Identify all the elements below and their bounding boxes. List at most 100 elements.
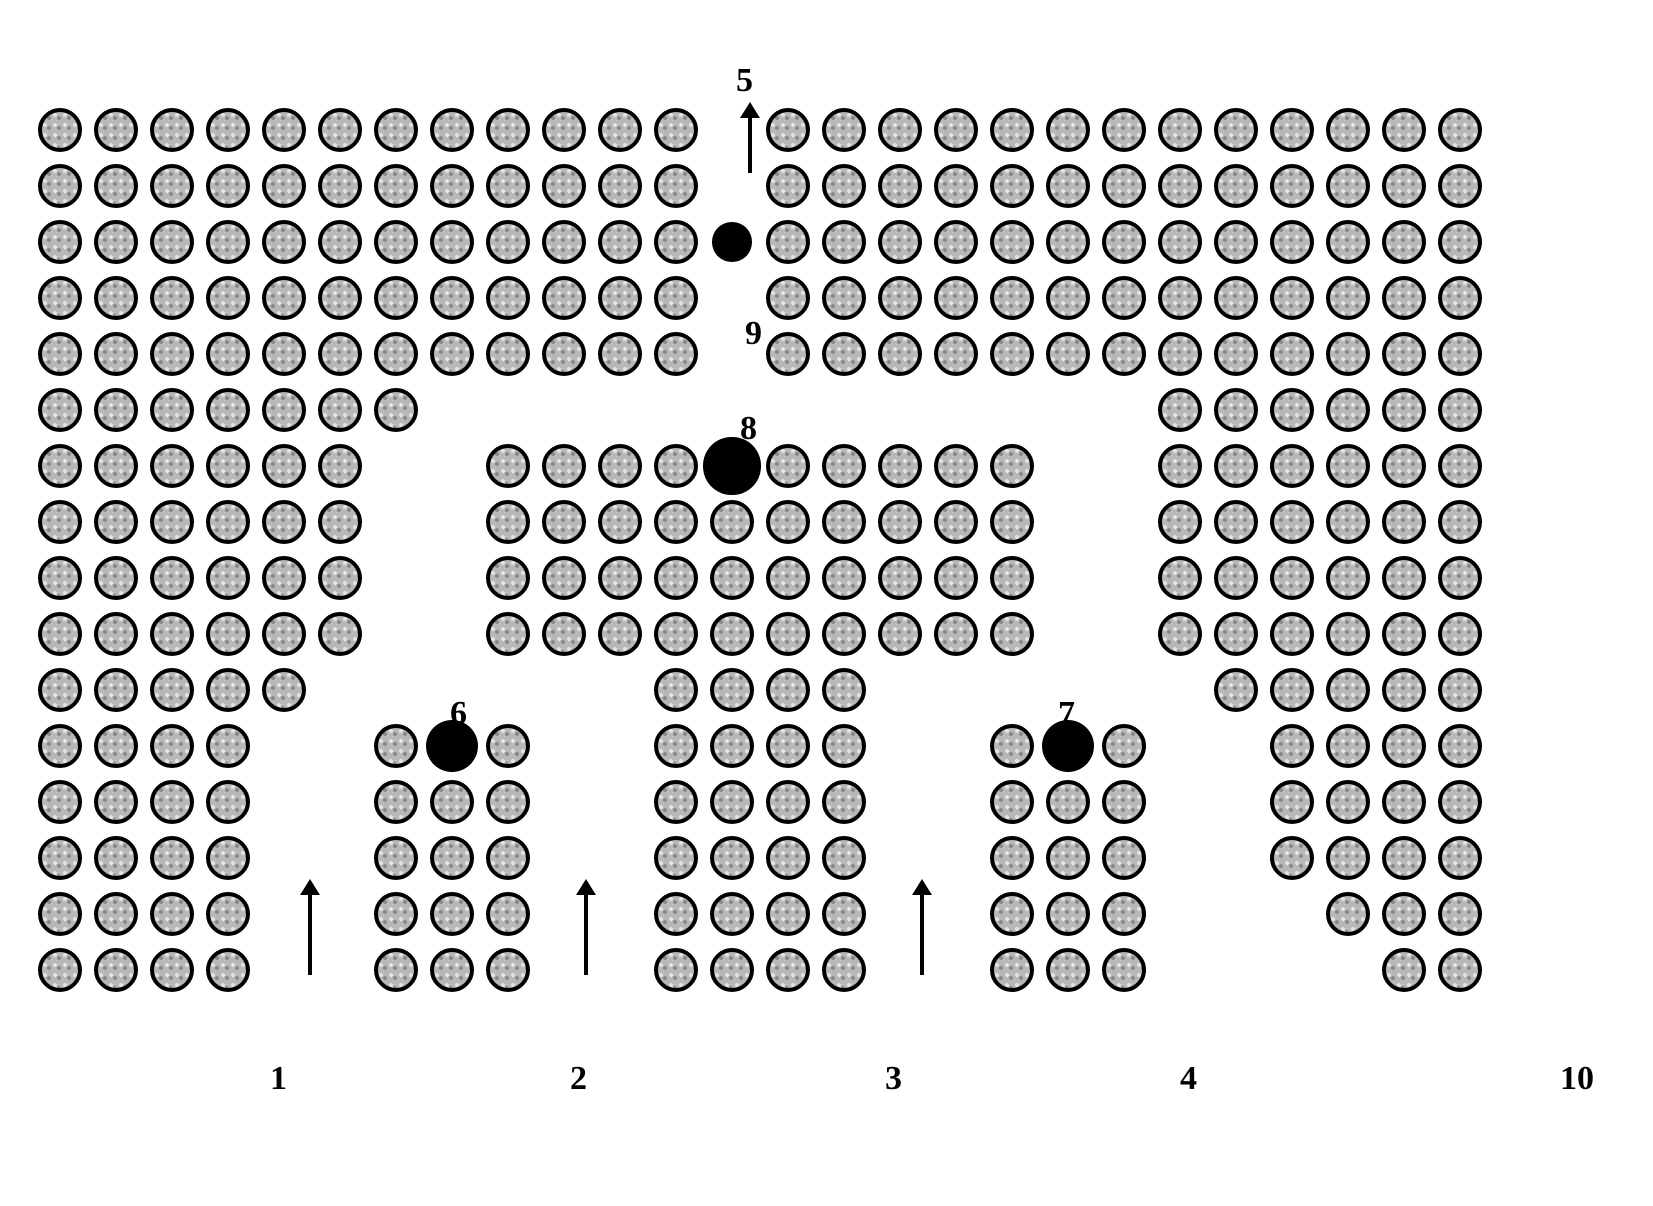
grid-dot — [206, 108, 250, 152]
grid-dot — [38, 220, 82, 264]
grid-dot — [1214, 500, 1258, 544]
grid-dot — [822, 612, 866, 656]
grid-dot — [710, 892, 754, 936]
grid-dot — [150, 780, 194, 824]
grid-dot — [1102, 220, 1146, 264]
grid-dot — [94, 164, 138, 208]
grid-dot — [486, 724, 530, 768]
grid-dot — [486, 612, 530, 656]
grid-dot — [542, 276, 586, 320]
grid-dot — [486, 780, 530, 824]
grid-dot — [150, 388, 194, 432]
grid-dot — [38, 164, 82, 208]
grid-dot — [206, 444, 250, 488]
grid-dot — [1158, 556, 1202, 600]
grid-dot — [654, 332, 698, 376]
grid-dot — [1102, 836, 1146, 880]
grid-dot — [878, 444, 922, 488]
grid-dot — [1102, 276, 1146, 320]
grid-dot — [1382, 836, 1426, 880]
grid-dot — [598, 444, 642, 488]
grid-dot — [94, 836, 138, 880]
grid-dot — [766, 724, 810, 768]
grid-dot — [710, 836, 754, 880]
label-4: 4 — [1180, 1060, 1197, 1098]
grid-dot — [486, 500, 530, 544]
arrow-head-1 — [740, 102, 760, 118]
grid-dot — [1438, 892, 1482, 936]
grid-dot — [654, 500, 698, 544]
grid-dot — [206, 836, 250, 880]
grid-dot — [318, 500, 362, 544]
grid-dot — [486, 164, 530, 208]
grid-dot — [1326, 276, 1370, 320]
grid-dot — [1326, 836, 1370, 880]
arrow-4 — [920, 895, 924, 975]
grid-dot — [822, 108, 866, 152]
grid-dot — [1214, 556, 1258, 600]
grid-dot — [1382, 668, 1426, 712]
grid-dot — [1046, 276, 1090, 320]
grid-dot — [1382, 780, 1426, 824]
grid-dot — [262, 668, 306, 712]
grid-dot — [318, 276, 362, 320]
grid-dot — [1046, 836, 1090, 880]
grid-dot — [262, 556, 306, 600]
grid-dot — [598, 332, 642, 376]
grid-dot — [486, 332, 530, 376]
grid-dot — [1214, 388, 1258, 432]
grid-dot — [822, 668, 866, 712]
grid-dot — [1438, 220, 1482, 264]
grid-dot — [878, 108, 922, 152]
grid-dot — [94, 276, 138, 320]
grid-dot — [990, 220, 1034, 264]
grid-dot — [598, 220, 642, 264]
grid-dot — [206, 612, 250, 656]
grid-dot — [654, 276, 698, 320]
grid-dot — [710, 780, 754, 824]
grid-dot — [934, 276, 978, 320]
grid-dot — [150, 948, 194, 992]
grid-dot — [766, 444, 810, 488]
grid-dot — [1326, 332, 1370, 376]
grid-dot — [1270, 780, 1314, 824]
grid-dot — [1326, 164, 1370, 208]
grid-dot — [878, 276, 922, 320]
grid-dot — [486, 220, 530, 264]
grid-dot — [1270, 388, 1314, 432]
grid-dot — [1382, 444, 1426, 488]
grid-dot — [262, 108, 306, 152]
grid-dot — [150, 332, 194, 376]
grid-dot — [150, 836, 194, 880]
grid-dot — [1438, 612, 1482, 656]
grid-dot — [318, 164, 362, 208]
grid-dot — [1046, 892, 1090, 936]
grid-dot — [206, 388, 250, 432]
grid-dot — [934, 108, 978, 152]
grid-dot — [1326, 724, 1370, 768]
grid-dot — [766, 948, 810, 992]
grid-dot — [1382, 556, 1426, 600]
grid-dot — [1326, 892, 1370, 936]
label-5: 5 — [736, 62, 753, 100]
arrow-2 — [308, 895, 312, 975]
grid-dot — [710, 668, 754, 712]
grid-dot — [1158, 500, 1202, 544]
grid-dot — [1046, 332, 1090, 376]
grid-dot — [374, 780, 418, 824]
grid-dot — [1382, 220, 1426, 264]
grid-dot — [1270, 668, 1314, 712]
grid-dot — [1214, 108, 1258, 152]
grid-dot — [94, 724, 138, 768]
grid-dot — [598, 276, 642, 320]
grid-dot — [1326, 556, 1370, 600]
grid-dot — [38, 668, 82, 712]
arrow-head-4 — [912, 879, 932, 895]
grid-dot — [990, 612, 1034, 656]
grid-dot — [94, 332, 138, 376]
label-7: 7 — [1058, 695, 1075, 733]
grid-dot — [1158, 444, 1202, 488]
grid-dot — [318, 444, 362, 488]
grid-dot — [710, 724, 754, 768]
grid-dot — [430, 164, 474, 208]
